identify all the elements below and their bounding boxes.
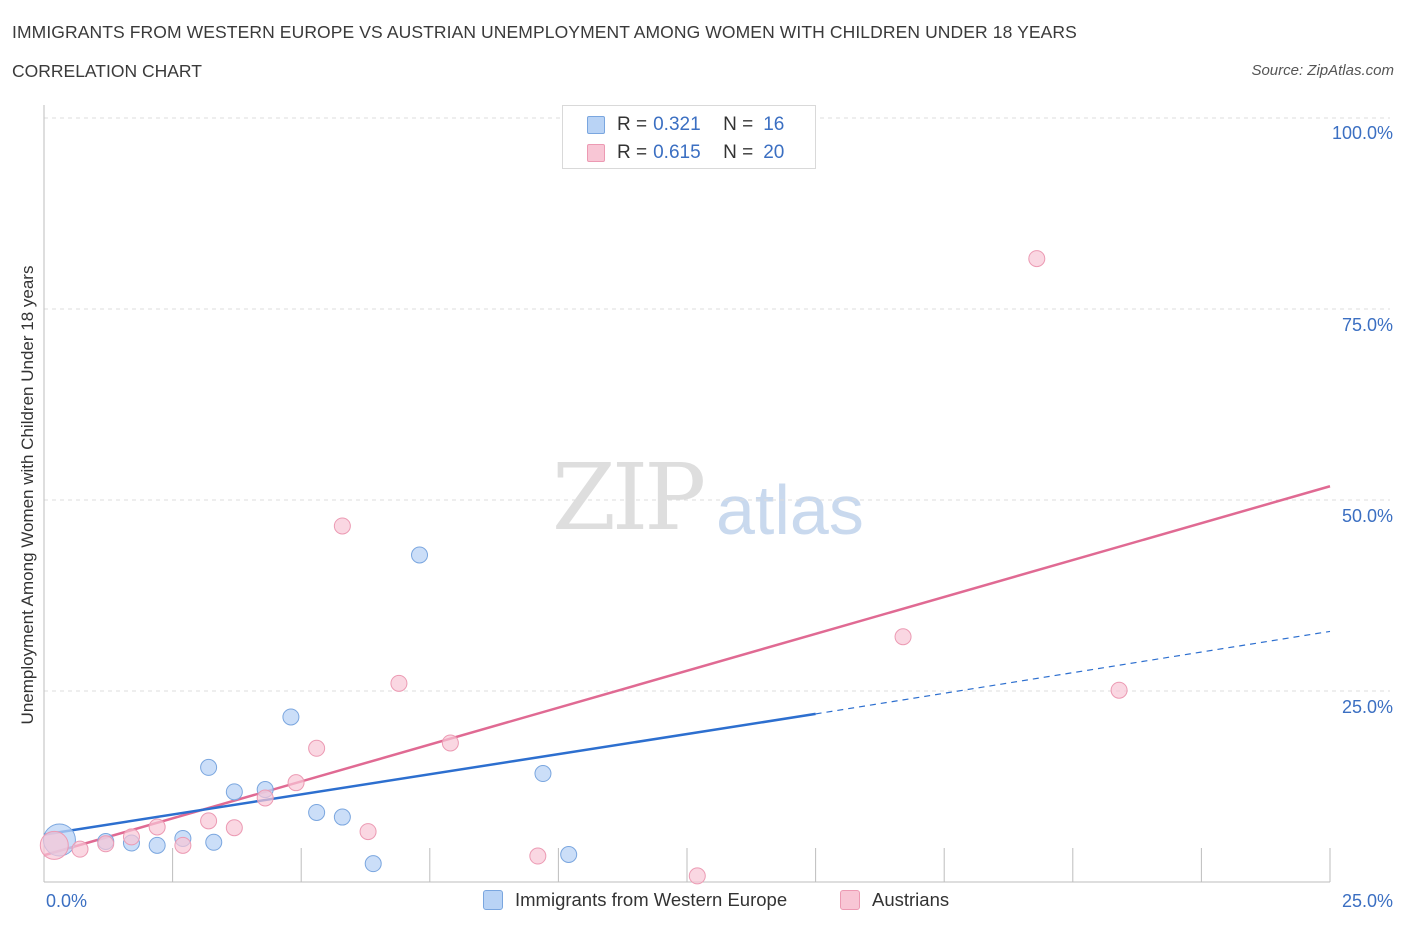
data-point-immigrants bbox=[205, 833, 223, 851]
chart-subtitle: CORRELATION CHART bbox=[12, 61, 202, 81]
trendline-immigrants bbox=[43, 712, 816, 836]
data-point-austrians bbox=[359, 823, 377, 841]
data-point-austrians bbox=[529, 847, 547, 865]
data-point-austrians bbox=[894, 628, 912, 646]
series-legend-label: Austrians bbox=[872, 889, 950, 910]
data-point-austrians bbox=[308, 739, 326, 757]
data-point-austrians bbox=[148, 818, 166, 836]
data-point-immigrants bbox=[411, 546, 429, 564]
legend-r-value: 0.615 bbox=[653, 142, 701, 163]
data-point-austrians bbox=[1110, 681, 1128, 699]
trendline-immigrants-extension bbox=[815, 630, 1331, 715]
data-point-immigrants bbox=[308, 803, 326, 821]
watermark-atlas: atlas bbox=[716, 471, 864, 549]
data-point-austrians bbox=[287, 774, 305, 792]
data-point-austrians bbox=[200, 812, 218, 830]
legend-swatch-pink bbox=[587, 144, 605, 162]
series-legend-austrians: Austrians bbox=[840, 889, 949, 911]
legend-row-immigrants: R = 0.321 N = 16 bbox=[587, 113, 784, 137]
data-point-austrians bbox=[1028, 250, 1046, 268]
data-point-austrians bbox=[688, 867, 706, 885]
source-note: Source: ZipAtlas.com bbox=[1251, 62, 1394, 79]
data-point-immigrants bbox=[225, 783, 243, 801]
data-point-immigrants bbox=[560, 845, 578, 863]
legend-r-label: R = bbox=[617, 142, 648, 163]
data-point-austrians bbox=[441, 734, 459, 752]
y-tick-label: 75.0% bbox=[1341, 315, 1393, 335]
data-point-austrians bbox=[333, 517, 351, 535]
legend-n-label: N = bbox=[723, 114, 754, 135]
data-point-austrians bbox=[39, 830, 69, 860]
legend-r-label: R = bbox=[617, 114, 648, 135]
data-point-austrians bbox=[71, 840, 89, 858]
data-point-immigrants bbox=[148, 836, 166, 854]
legend-r-value: 0.321 bbox=[653, 114, 701, 135]
series-swatch-pink bbox=[840, 890, 860, 910]
legend-swatch-blue bbox=[587, 116, 605, 134]
legend-n-label: N = bbox=[723, 142, 754, 163]
series-legend: Immigrants from Western Europe Austrians bbox=[0, 889, 1406, 915]
x-tick-label-min: 0.0% bbox=[46, 891, 88, 911]
x-tick-label-max: 25.0% bbox=[1341, 891, 1393, 911]
y-axis-label: Unemployment Among Women with Children U… bbox=[18, 265, 37, 725]
series-swatch-blue bbox=[483, 890, 503, 910]
data-point-immigrants bbox=[364, 855, 382, 873]
data-point-austrians bbox=[97, 835, 115, 853]
data-point-immigrants bbox=[333, 808, 351, 826]
data-point-austrians bbox=[174, 836, 192, 854]
legend-n-value: 20 bbox=[763, 142, 785, 163]
watermark-zip: ZIP bbox=[552, 444, 706, 551]
data-point-austrians bbox=[256, 789, 274, 807]
y-tick-label: 100.0% bbox=[1331, 123, 1393, 143]
correlation-legend: R = 0.321 N = 16 R = 0.615 N = 20 bbox=[562, 105, 816, 169]
data-point-austrians bbox=[225, 819, 243, 837]
legend-n-value: 16 bbox=[763, 114, 785, 135]
legend-row-austrians: R = 0.615 N = 20 bbox=[587, 141, 784, 165]
y-tick-label: 25.0% bbox=[1341, 697, 1393, 717]
series-legend-label: Immigrants from Western Europe bbox=[515, 889, 788, 910]
data-point-austrians bbox=[390, 674, 408, 692]
data-point-immigrants bbox=[282, 708, 300, 726]
data-point-immigrants bbox=[534, 765, 552, 783]
chart-title: IMMIGRANTS FROM WESTERN EUROPE VS AUSTRI… bbox=[12, 22, 1077, 42]
y-tick-label: 50.0% bbox=[1341, 506, 1393, 526]
series-legend-immigrants: Immigrants from Western Europe bbox=[483, 889, 787, 911]
data-point-austrians bbox=[122, 828, 140, 846]
data-point-immigrants bbox=[200, 758, 218, 776]
